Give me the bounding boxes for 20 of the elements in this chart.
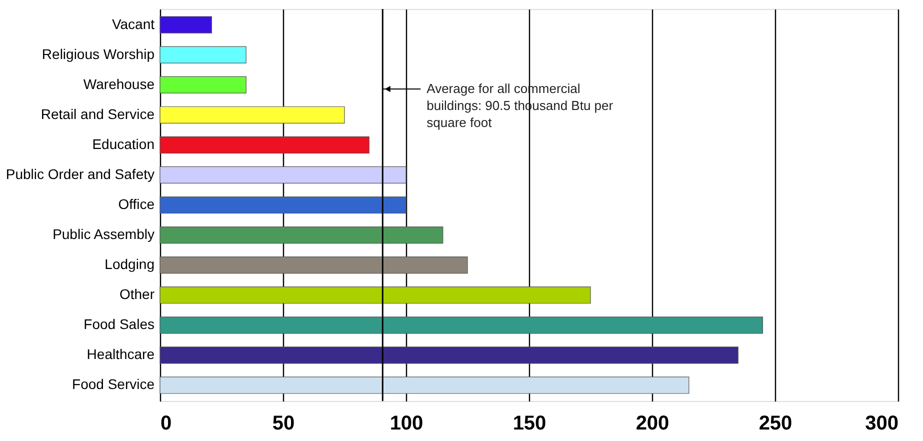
y-tick-label: Public Order and Safety	[6, 166, 154, 182]
x-tick-label: 100	[390, 412, 424, 434]
y-tick-label: Food Sales	[84, 316, 154, 332]
y-tick-label: Lodging	[104, 256, 154, 272]
y-tick-label: Public Assembly	[52, 226, 154, 242]
y-tick-label: Retail and Service	[40, 106, 155, 122]
x-tick-label: 0	[160, 412, 172, 434]
y-tick-label: Office	[118, 196, 155, 212]
x-tick-label: 50	[272, 412, 295, 434]
y-tick-label: Religious Worship	[42, 46, 155, 62]
y-tick-label: Warehouse	[83, 76, 155, 92]
x-tick-label: 250	[758, 412, 792, 434]
y-tick-label: Healthcare	[86, 346, 155, 362]
y-tick-label: Vacant	[112, 16, 155, 32]
x-tick-label: 300	[865, 412, 898, 434]
y-tick-label: Education	[92, 136, 154, 152]
y-tick-label: Other	[119, 286, 155, 302]
y-tick-label: Food Service	[72, 376, 155, 392]
x-tick-label: 150	[512, 412, 546, 434]
x-tick-label: 200	[636, 412, 670, 434]
